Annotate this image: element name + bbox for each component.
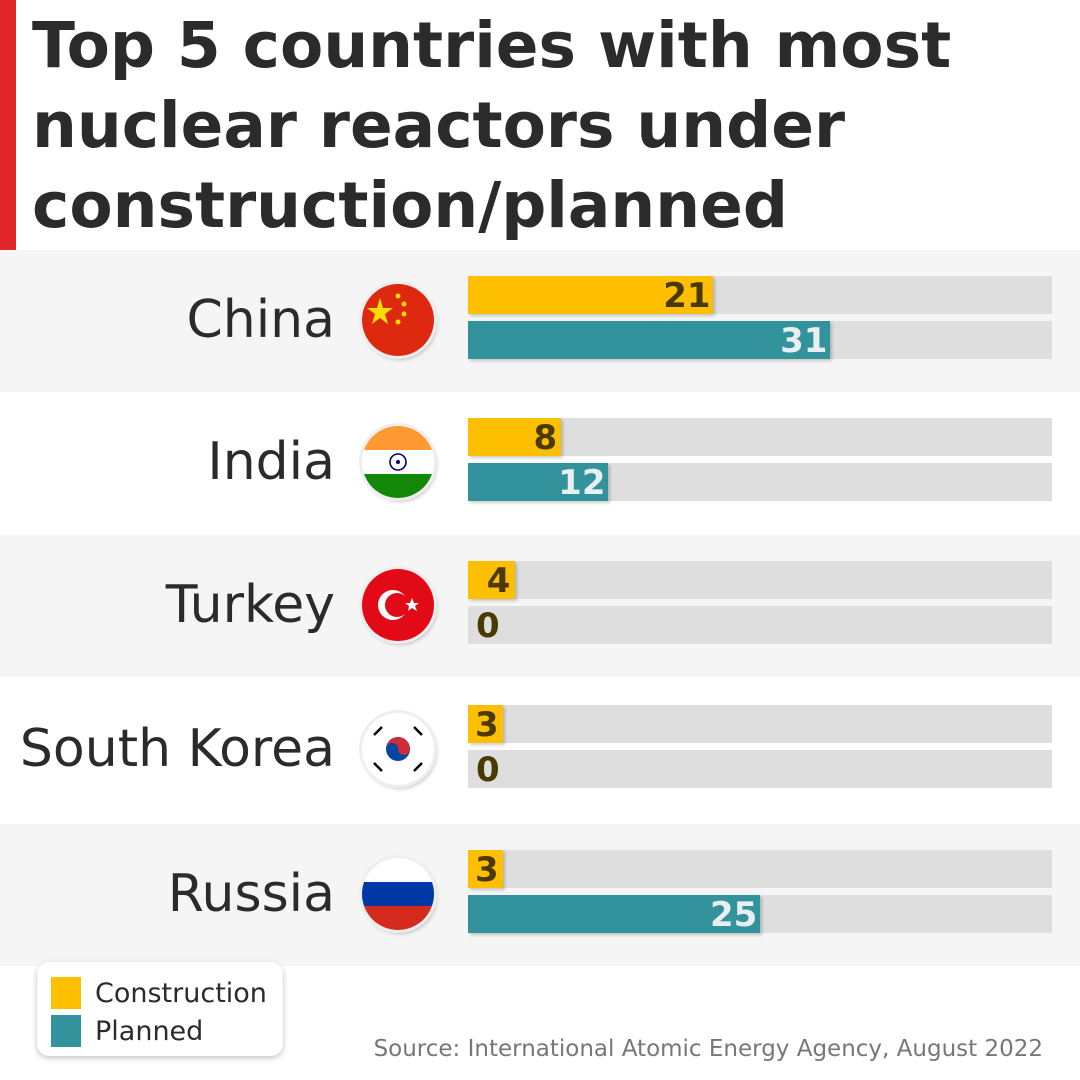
category-label: China	[186, 290, 335, 350]
bar-construction	[468, 705, 504, 743]
bar-track: 3	[468, 705, 1052, 745]
india-flag-icon	[362, 426, 434, 498]
row-turkey: Turkey 4 0	[0, 535, 1080, 677]
data-label: 3	[475, 705, 499, 745]
bar-track: 4	[468, 561, 1052, 601]
south-korea-flag-icon	[362, 713, 434, 785]
source-note: Source: International Atomic Energy Agen…	[373, 1036, 1043, 1062]
bar-track: 25	[468, 895, 1052, 935]
data-label: 31	[780, 321, 828, 361]
china-flag-icon	[362, 284, 434, 356]
bar-track: 0	[468, 606, 1052, 646]
data-label: 12	[558, 463, 606, 503]
bar-planned	[468, 895, 760, 933]
legend-label: Construction	[95, 977, 267, 1009]
row-south-korea: South Korea 3 0	[0, 679, 1080, 821]
data-label: 0	[476, 750, 500, 790]
bar-construction	[468, 418, 562, 456]
legend-swatch-construction	[51, 977, 81, 1009]
data-label: 4	[486, 561, 511, 601]
category-label: Russia	[167, 864, 335, 924]
legend-item-planned: Planned	[51, 1014, 203, 1048]
data-label: 21	[663, 276, 711, 316]
legend: Construction Planned	[37, 962, 283, 1056]
data-label: 25	[710, 895, 758, 935]
data-label: 3	[475, 850, 499, 890]
bar-track: 8	[468, 418, 1052, 458]
category-label: Turkey	[165, 575, 335, 635]
row-india: India 8 12	[0, 392, 1080, 534]
bar-track: 21	[468, 276, 1052, 316]
bar-construction	[468, 850, 504, 888]
russia-flag-icon	[362, 858, 434, 930]
bar-track: 0	[468, 750, 1052, 790]
bar-track: 31	[468, 321, 1052, 361]
data-label: 0	[476, 606, 500, 646]
bar-planned	[468, 321, 831, 359]
bar-planned	[468, 463, 609, 501]
row-russia: Russia 3 25	[0, 824, 1080, 966]
data-label: 8	[533, 418, 558, 458]
legend-label: Planned	[95, 1015, 204, 1047]
category-label: India	[207, 432, 335, 492]
legend-item-construction: Construction	[51, 976, 267, 1010]
legend-swatch-planned	[51, 1015, 81, 1047]
category-label: South Korea	[19, 719, 335, 779]
title-accent-bar	[0, 0, 16, 250]
turkey-flag-icon	[362, 569, 434, 641]
bar-construction	[468, 561, 515, 599]
bar-track: 3	[468, 850, 1052, 890]
chart-title: Top 5 countries with most nuclear reacto…	[32, 9, 952, 242]
row-china: China 21 31	[0, 250, 1080, 392]
bar-track: 12	[468, 463, 1052, 503]
bar-construction	[468, 276, 714, 314]
